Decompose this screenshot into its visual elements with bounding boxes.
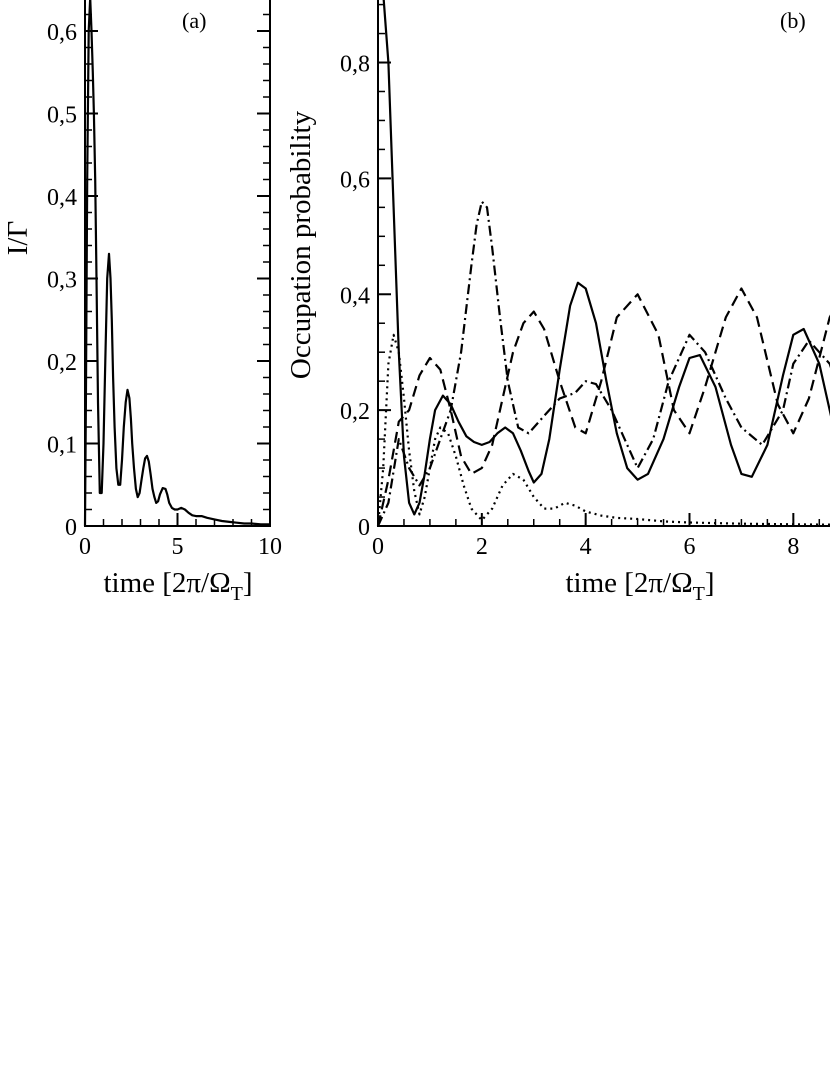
panel-b-x-tick-label: 8: [787, 534, 799, 560]
panel-a-series: [83, 0, 270, 527]
panel-b-label: (b): [780, 8, 806, 33]
panel-a-y-tick-label: 0: [65, 515, 77, 541]
panel-a-series-solid-line: [83, 0, 270, 527]
panel-a-y-tick-label: 0,2: [47, 350, 77, 376]
panel-b-series-dashed-line: [376, 287, 830, 527]
panel-b-x-tick-label: 4: [580, 534, 592, 560]
panel-a-y-tick-label: 0,1: [47, 433, 77, 459]
panel-a-y-tick-label: 0,4: [47, 185, 77, 211]
panel-a-x-axis-title: time [2π/ΩT]: [103, 567, 252, 605]
panel-a: 0 5 10 0 0,1 0,2 0,3 0,4 0,5 0,6 (a) I/Γ time [2π…: [2, 0, 282, 605]
panel-b-y-tick-label: 0: [358, 515, 370, 541]
panel-b-series: [376, 0, 830, 527]
panel-a-x-axis-title-subscript: T: [231, 583, 243, 605]
panel-b-y-tick-label: 0,4: [340, 283, 370, 309]
panel-a-label: (a): [182, 8, 206, 33]
panel-b: 02468101200,20,40,60,8 (b) Occupation pr…: [285, 0, 830, 605]
panel-a-y-tick-label: 0,3: [47, 268, 77, 294]
panel-b-ticks: 02468101200,20,40,60,8: [340, 3, 821, 560]
panel-b-y-tick-label: 0,2: [340, 399, 370, 425]
panel-a-x-axis-title-main: time [2π/Ω: [103, 567, 230, 599]
panel-a-x-tick-label: 5: [172, 534, 184, 560]
panel-a-x-tick-label: 10: [258, 534, 282, 560]
panel-a-y-axis-title: I/Γ: [2, 221, 34, 255]
panel-b-x-axis-title: time [2π/ΩT]: [565, 567, 714, 605]
panel-a-x-axis-title-close: ]: [243, 567, 253, 599]
panel-b-x-axis-title-close: ]: [705, 567, 715, 599]
panel-b-series-dotted-line: [376, 333, 830, 527]
panel-b-x-axis-title-subscript: T: [693, 583, 705, 605]
panel-a-x-tick-label: 0: [79, 534, 91, 560]
panel-b-y-tick-label: 0,6: [340, 167, 370, 193]
panel-b-x-axis-title-main: time [2π/Ω: [565, 567, 692, 599]
panel-b-x-tick-label: 6: [684, 534, 696, 560]
panel-b-y-tick-label: 0,8: [340, 52, 370, 78]
panel-b-series-dash-dot-line: [376, 200, 830, 527]
panel-a-y-tick-label: 0,5: [47, 103, 77, 129]
panel-b-y-axis-title: Occupation probability: [285, 110, 317, 379]
panel-b-series-solid-line: [382, 0, 830, 516]
panel-b-x-tick-label: 0: [372, 534, 384, 560]
panel-a-y-tick-label: 0,6: [47, 20, 77, 46]
panel-b-x-tick-label: 2: [476, 534, 488, 560]
